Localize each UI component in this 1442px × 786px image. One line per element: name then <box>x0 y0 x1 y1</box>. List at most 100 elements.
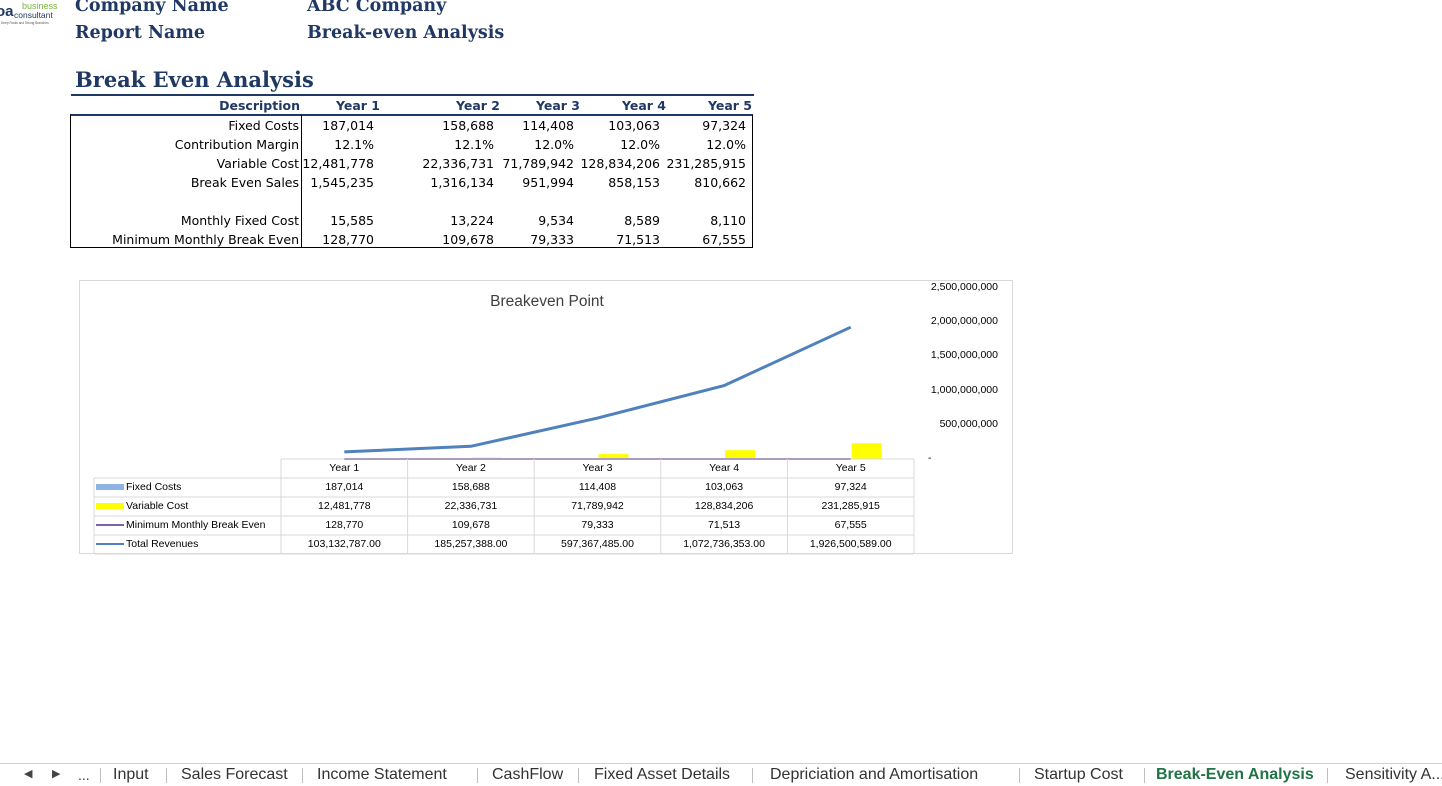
line-total-revenues[interactable] <box>344 327 850 452</box>
row-label: Monthly Fixed Cost <box>90 211 299 230</box>
row-label: Fixed Costs <box>90 116 299 135</box>
legend-label: Total Revenues <box>126 538 198 550</box>
legend-entry[interactable]: Minimum Monthly Break Even <box>96 519 265 531</box>
table-cell: 128,834,206 <box>570 154 660 173</box>
table-cell: 12.1% <box>284 135 374 154</box>
tab-scroll-right-icon[interactable]: ▶ <box>52 767 60 780</box>
legend-key-icon <box>96 503 124 509</box>
table-cell: 12.0% <box>570 135 660 154</box>
legend-entry[interactable]: Total Revenues <box>96 538 198 550</box>
tab-overflow-ellipsis[interactable]: ... <box>78 767 90 783</box>
table-cell: 12,481,778 <box>284 154 374 173</box>
tab-separator <box>578 768 579 783</box>
y-tick-label: - <box>928 452 1024 464</box>
data-table-value: 97,324 <box>787 481 914 493</box>
table-cell: 71,789,942 <box>484 154 574 173</box>
svg-text:oa: oa <box>0 3 14 20</box>
data-table-value: 103,063 <box>661 481 788 493</box>
x-category-label: Year 5 <box>787 462 914 474</box>
table-cell: 97,324 <box>656 116 746 135</box>
company-name-label: Company Name <box>75 0 229 16</box>
sheet-tab-sales-forecast[interactable]: Sales Forecast <box>181 766 288 784</box>
row-label: Contribution Margin <box>90 135 299 154</box>
y-tick-label: 1,000,000,000 <box>902 384 998 396</box>
tab-scroll-left-icon[interactable]: ◀ <box>24 767 32 780</box>
column-header-year-5: Year 5 <box>692 96 752 115</box>
table-cell: 951,994 <box>484 173 574 192</box>
report-name-label: Report Name <box>75 23 205 43</box>
report-name-value: Break-even Analysis <box>307 23 504 43</box>
data-table-value: 109,678 <box>408 519 535 531</box>
tab-separator <box>1019 768 1020 783</box>
chart-plot-area <box>80 281 1014 555</box>
data-table-value: 128,834,206 <box>661 500 788 512</box>
table-cell: 231,285,915 <box>656 154 746 173</box>
data-table-value: 22,336,731 <box>408 500 535 512</box>
table-cell: 22,336,731 <box>404 154 494 173</box>
sheet-tab-depriciation-and-amortisation[interactable]: Depriciation and Amortisation <box>770 766 978 784</box>
bar-variable-cost[interactable] <box>852 443 882 459</box>
data-table-value: 231,285,915 <box>787 500 914 512</box>
table-cell: 67,555 <box>656 230 746 249</box>
table-cell: 12.0% <box>656 135 746 154</box>
legend-key-icon <box>96 543 124 545</box>
legend-entry[interactable]: Fixed Costs <box>96 481 181 493</box>
table-cell: 8,589 <box>570 211 660 230</box>
tab-separator <box>100 768 101 783</box>
table-cell: 114,408 <box>484 116 574 135</box>
row-label: Variable Cost <box>90 154 299 173</box>
tab-separator <box>1144 768 1145 783</box>
table-cell: 858,153 <box>570 173 660 192</box>
sheet-tab-bar: ◀ ▶ ... Input Sales Forecast Income Statem… <box>0 763 1442 786</box>
data-table-value: 67,555 <box>787 519 914 531</box>
data-table-value: 1,926,500,589.00 <box>787 538 914 550</box>
page-title: Break Even Analysis <box>75 67 314 92</box>
legend-entry[interactable]: Variable Cost <box>96 500 188 512</box>
x-category-label: Year 4 <box>661 462 788 474</box>
data-table-value: 103,132,787.00 <box>281 538 408 550</box>
tab-separator <box>302 768 303 783</box>
table-cell: 128,770 <box>284 230 374 249</box>
y-tick-label: 2,000,000,000 <box>902 315 998 327</box>
sheet-tab-income-statement[interactable]: Income Statement <box>317 766 447 784</box>
legend-label: Variable Cost <box>126 500 188 512</box>
sheet-tab-sensitivity-a[interactable]: Sensitivity A... <box>1345 766 1442 784</box>
table-cell: 9,534 <box>484 211 574 230</box>
sheet-tab-input[interactable]: Input <box>113 766 149 784</box>
column-header-year-3: Year 3 <box>520 96 580 115</box>
legend-label: Fixed Costs <box>126 481 181 493</box>
table-cell: 15,585 <box>284 211 374 230</box>
table-cell: 109,678 <box>404 230 494 249</box>
sheet-tab-fixed-asset-details[interactable]: Fixed Asset Details <box>594 766 730 784</box>
legend-key-icon <box>96 524 124 526</box>
sheet-tab-cashflow[interactable]: CashFlow <box>492 766 563 784</box>
x-category-label: Year 1 <box>281 462 408 474</box>
data-table-value: 185,257,388.00 <box>408 538 535 550</box>
legend-key-icon <box>96 484 124 490</box>
tab-separator <box>477 768 478 783</box>
company-logo: oa business consultant Deep Roots and St… <box>0 0 70 26</box>
data-table-value: 158,688 <box>408 481 535 493</box>
tab-separator <box>1327 768 1328 783</box>
legend-label: Minimum Monthly Break Even <box>126 519 265 531</box>
row-label: Minimum Monthly Break Even <box>90 230 299 249</box>
logo-tagline: Deep Roots and Strong Branches <box>1 21 49 25</box>
data-table-value: 71,789,942 <box>534 500 661 512</box>
column-header-description: Description <box>180 96 300 115</box>
table-cell: 13,224 <box>404 211 494 230</box>
column-header-year-2: Year 2 <box>440 96 500 115</box>
table-cell: 810,662 <box>656 173 746 192</box>
sheet-tab-break-even-analysis[interactable]: Break-Even Analysis <box>1156 766 1314 784</box>
table-cell: 103,063 <box>570 116 660 135</box>
company-name-value: ABC Company <box>307 0 446 16</box>
data-table-value: 12,481,778 <box>281 500 408 512</box>
row-label: Break Even Sales <box>90 173 299 192</box>
data-table-value: 187,014 <box>281 481 408 493</box>
data-table-value: 71,513 <box>661 519 788 531</box>
bar-variable-cost[interactable] <box>725 450 755 459</box>
sheet-tab-startup-cost[interactable]: Startup Cost <box>1034 766 1123 784</box>
tab-separator <box>752 768 753 783</box>
x-category-label: Year 3 <box>534 462 661 474</box>
table-cell: 71,513 <box>570 230 660 249</box>
